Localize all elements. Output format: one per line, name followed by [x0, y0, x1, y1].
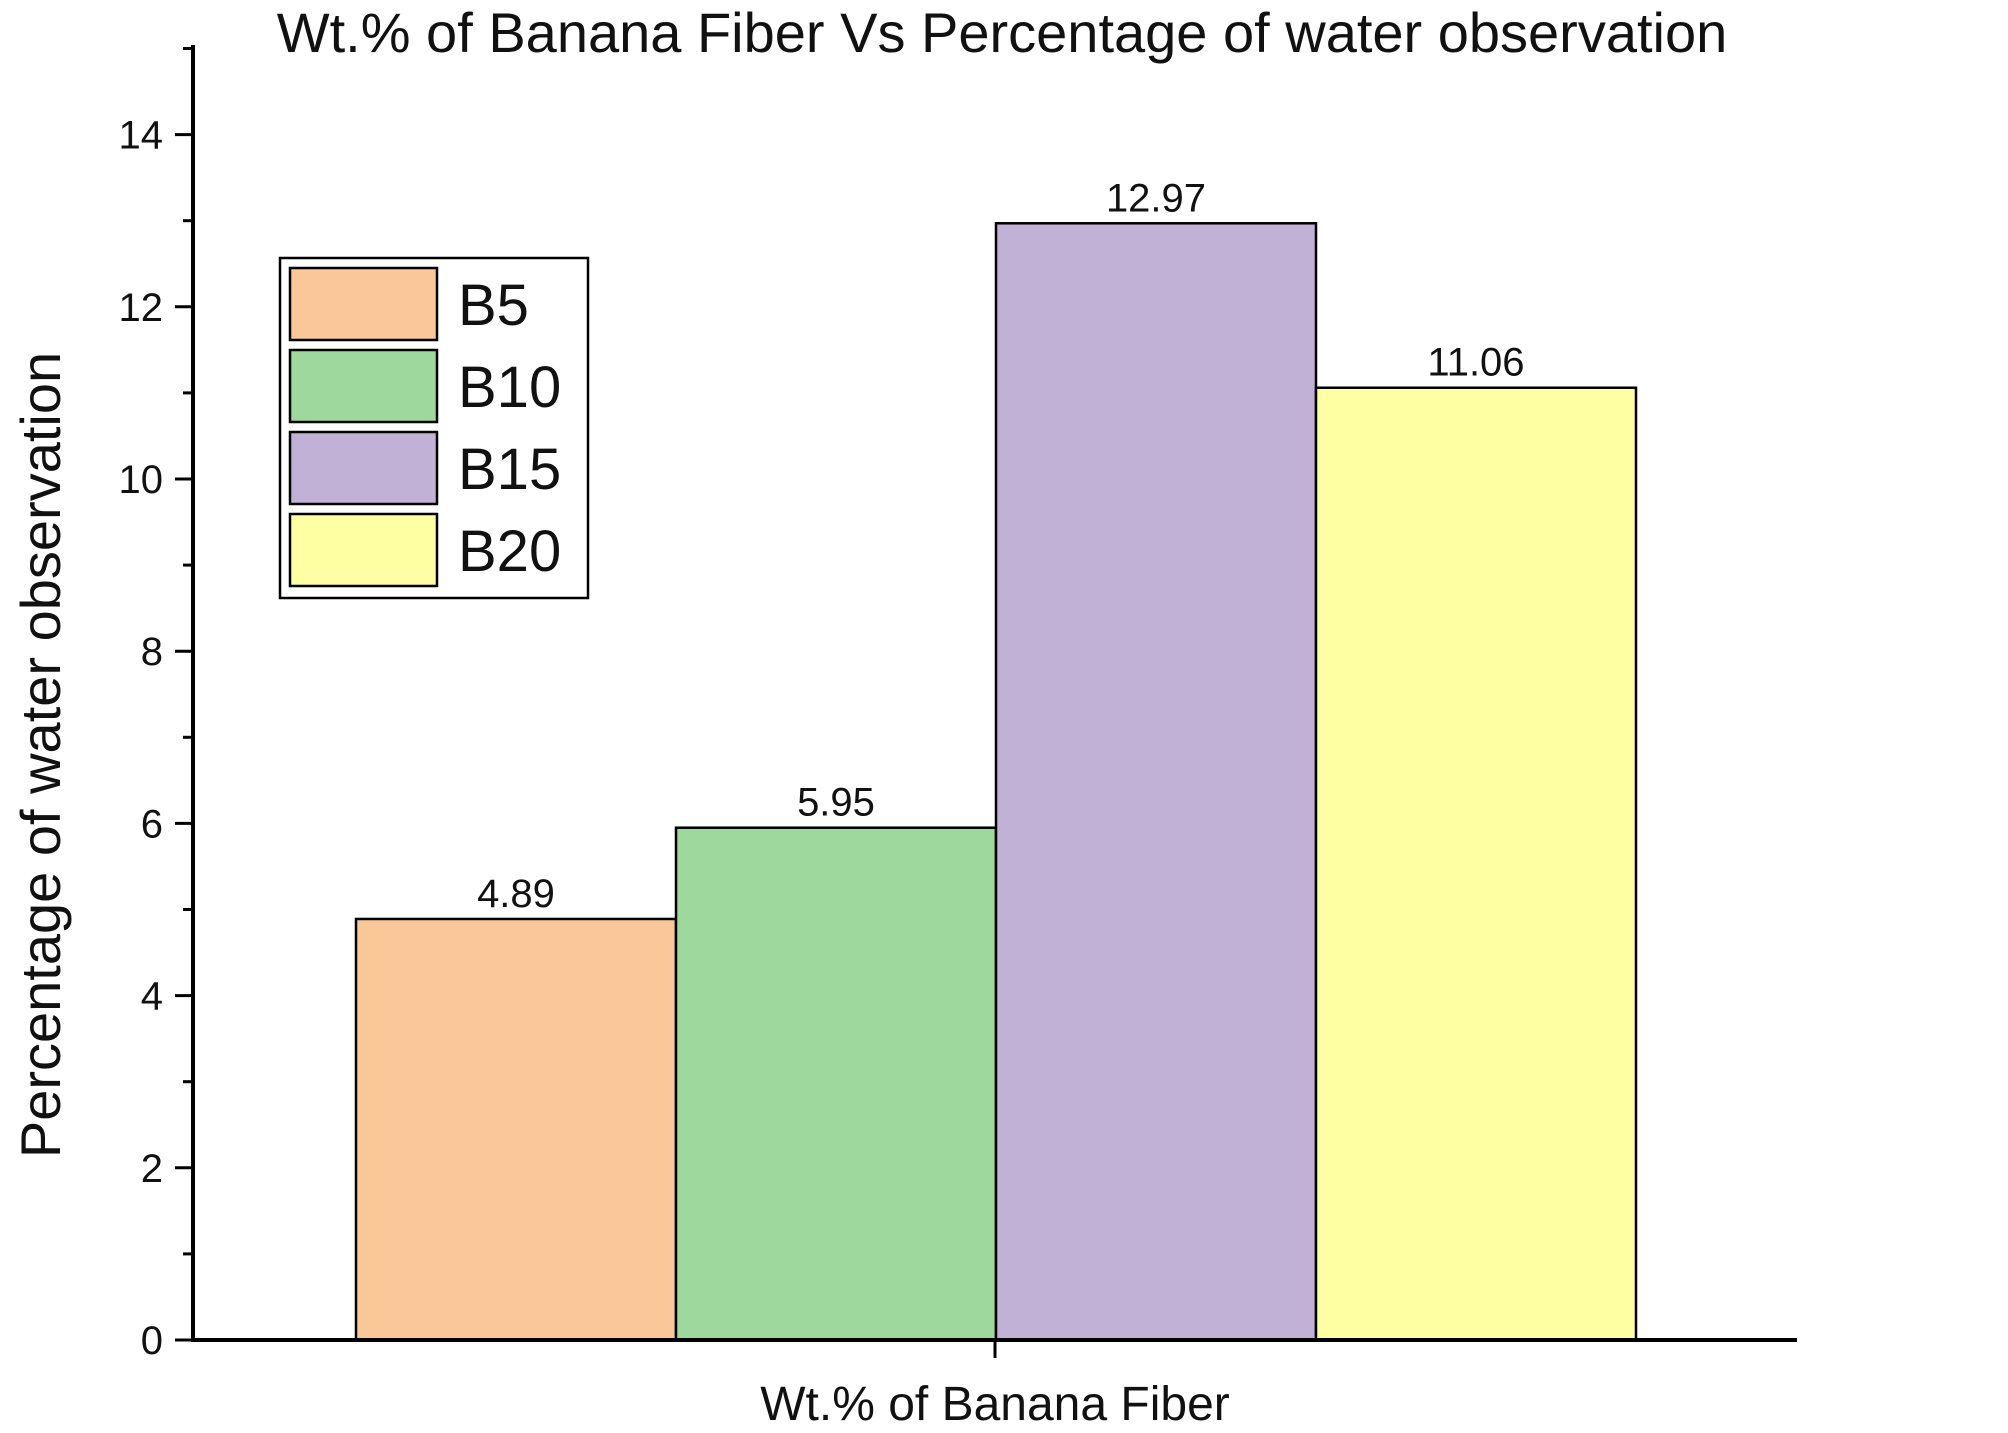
legend-label-b20: B20 [458, 519, 561, 584]
bar-b20 [1314, 386, 1638, 1342]
y-tick-label: 2 [141, 1147, 163, 1191]
y-tick-label: 0 [141, 1319, 163, 1363]
y-tick-label: 14 [119, 114, 164, 158]
legend: B5 B10 B15 B20 [278, 256, 590, 600]
y-tick-label: 6 [141, 802, 163, 846]
data-label-b10: 5.95 [797, 781, 875, 825]
y-axis-label: Percentage of water observation [9, 352, 72, 1158]
legend-swatch-b20 [288, 512, 439, 588]
y-tick-label: 4 [141, 975, 163, 1019]
y-tick-label: 8 [141, 630, 163, 674]
legend-label-b5: B5 [458, 273, 529, 338]
legend-label-b10: B10 [458, 355, 561, 420]
y-tick-label: 10 [119, 458, 164, 502]
data-label-b15: 12.97 [1106, 176, 1206, 220]
legend-swatch-b10 [288, 348, 439, 424]
data-label-b20: 11.06 [1427, 341, 1524, 385]
bar-b5 [354, 917, 678, 1342]
x-axis-label: Wt.% of Banana Fiber [760, 1378, 1230, 1431]
axes-layer: 0 2 4 6 8 10 12 14 [119, 45, 1797, 1363]
legend-swatch-b5 [288, 266, 439, 342]
legend-label-b15: B15 [458, 437, 561, 502]
chart-title: Wt.% of Banana Fiber Vs Percentage of wa… [277, 1, 1728, 64]
y-tick-label: 12 [119, 286, 164, 330]
legend-swatch-b15 [288, 430, 439, 506]
data-label-b5: 4.89 [477, 872, 555, 916]
bar-b10 [674, 826, 998, 1342]
bar-b15 [994, 222, 1318, 1342]
bars-layer: 4.89 5.95 12.97 11.06 [354, 176, 1638, 1342]
